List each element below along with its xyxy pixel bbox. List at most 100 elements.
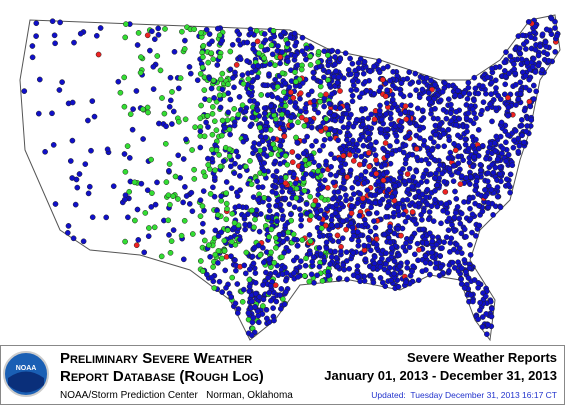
report-dot — [335, 137, 341, 144]
report-dot — [293, 134, 299, 141]
report-dot — [249, 207, 255, 214]
report-dot — [402, 248, 409, 254]
report-dot — [115, 78, 122, 85]
report-dot — [181, 46, 188, 52]
report-dot — [353, 87, 360, 93]
report-dot — [396, 252, 402, 259]
report-dot — [505, 132, 511, 138]
report-dot — [297, 90, 304, 96]
report-dot — [236, 173, 243, 179]
report-dot — [267, 61, 273, 67]
report-dot — [441, 239, 447, 246]
report-dot — [500, 145, 506, 152]
report-dot — [308, 155, 315, 162]
report-dot — [186, 201, 193, 207]
report-dot — [279, 188, 286, 195]
report-dot — [413, 168, 420, 175]
report-dot — [155, 25, 162, 32]
report-dot — [216, 92, 223, 99]
report-dot — [463, 115, 470, 121]
report-dot — [221, 248, 228, 254]
report-dot — [260, 282, 266, 288]
report-dot — [318, 194, 325, 201]
report-dot — [199, 64, 206, 71]
report-dot — [465, 275, 472, 281]
report-dot — [422, 259, 429, 266]
report-dot — [515, 148, 522, 155]
report-dot — [402, 218, 409, 225]
report-dot — [82, 161, 89, 167]
report-dot — [249, 319, 256, 326]
report-dot — [318, 225, 325, 232]
report-dot — [321, 74, 327, 81]
report-dot — [465, 145, 472, 152]
report-dot — [354, 263, 361, 269]
report-dot — [354, 274, 361, 280]
report-dot — [242, 221, 248, 228]
report-dot — [289, 149, 296, 155]
report-dot — [207, 253, 213, 260]
report-dot — [308, 171, 315, 177]
report-dot — [404, 259, 411, 266]
report-dot — [392, 182, 399, 189]
report-dot — [337, 129, 343, 135]
report-dot — [482, 187, 488, 193]
report-dot — [461, 199, 467, 205]
report-dot — [127, 111, 134, 118]
report-dot — [211, 95, 217, 101]
report-dot — [396, 263, 403, 270]
report-dot — [142, 210, 149, 216]
report-dot — [507, 53, 514, 60]
report-dot — [252, 290, 259, 297]
report-dot — [370, 264, 377, 271]
report-dot — [450, 178, 457, 185]
report-dot — [159, 95, 165, 101]
report-dot — [364, 187, 371, 194]
report-dot — [327, 236, 334, 242]
report-dot — [355, 147, 362, 154]
report-dot — [317, 123, 324, 130]
report-dot — [285, 248, 292, 254]
report-dot — [354, 229, 361, 235]
report-dot — [337, 88, 343, 94]
report-dot — [548, 15, 555, 22]
report-dot — [385, 203, 391, 209]
report-dot — [280, 29, 287, 36]
report-dot — [204, 112, 211, 119]
report-dot — [215, 260, 221, 266]
report-dot — [497, 171, 503, 177]
report-dot — [189, 208, 196, 215]
report-dot — [435, 143, 441, 150]
report-dot — [244, 39, 251, 46]
report-dot — [382, 93, 389, 100]
report-dot — [273, 203, 279, 209]
report-dot — [205, 59, 212, 66]
report-dot — [437, 162, 443, 168]
report-dot — [284, 109, 291, 116]
report-dot — [293, 78, 299, 85]
report-dot — [261, 55, 268, 62]
report-dot — [398, 118, 405, 125]
report-dot — [384, 126, 391, 133]
report-dot — [274, 218, 280, 225]
report-dot — [272, 145, 279, 152]
report-dot — [250, 314, 257, 321]
report-dot — [505, 181, 512, 188]
report-dot — [467, 242, 473, 248]
report-dot — [542, 39, 549, 45]
report-dot — [277, 292, 283, 298]
report-dot — [223, 179, 230, 185]
report-dot — [52, 40, 58, 47]
report-dot — [85, 190, 92, 197]
report-dot — [344, 174, 351, 180]
report-dot — [320, 119, 327, 126]
report-dot — [457, 220, 464, 227]
report-dot — [413, 146, 420, 152]
report-dot — [333, 68, 339, 74]
report-dot — [330, 179, 337, 186]
report-dot — [465, 110, 472, 116]
report-dot — [332, 54, 338, 60]
report-dot — [298, 114, 305, 121]
report-dot — [339, 235, 346, 242]
report-dot — [439, 245, 445, 251]
